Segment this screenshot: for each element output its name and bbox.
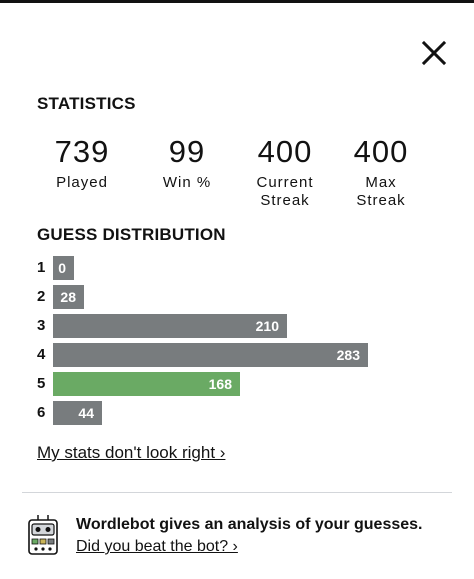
distribution-guess-label: 3 xyxy=(37,317,46,334)
stat-label: Played xyxy=(56,174,108,191)
distribution-row: 2 28 xyxy=(37,285,437,309)
statistics-row: 739 Played 99 Win % 400 Current Streak 4… xyxy=(37,136,437,216)
stat-label: Max Streak xyxy=(356,174,406,209)
distribution-guess-label: 5 xyxy=(37,375,46,392)
distribution-row: 6 44 xyxy=(37,401,437,425)
distribution-guess-label: 4 xyxy=(37,346,46,363)
stats-not-right-link[interactable]: My stats don't look right › xyxy=(37,443,226,462)
distribution-guess-label: 2 xyxy=(37,288,46,305)
stat-max-streak: 400 Max Streak xyxy=(336,136,426,210)
distribution-guess-label: 6 xyxy=(37,404,46,421)
distribution-bar: 28 xyxy=(53,285,84,309)
distribution-row: 1 0 xyxy=(37,256,437,280)
stat-value: 739 xyxy=(54,134,110,169)
stat-played: 739 Played xyxy=(37,136,127,192)
stat-current-streak: 400 Current Streak xyxy=(240,136,330,210)
wordlebot-link[interactable]: Did you beat the bot? › xyxy=(76,538,238,555)
distribution-bar: 168 xyxy=(53,372,240,396)
distribution-bar: 0 xyxy=(53,256,74,280)
distribution-guess-label: 1 xyxy=(37,259,46,276)
distribution-row: 4 283 xyxy=(37,343,437,367)
robot-icon xyxy=(28,515,58,555)
stat-label: Win % xyxy=(162,174,212,191)
stat-value: 99 xyxy=(168,134,206,169)
distribution-row: 3 210 xyxy=(37,314,437,338)
close-button[interactable] xyxy=(417,36,451,70)
distribution-bar: 210 xyxy=(53,314,287,338)
distribution-bar: 283 xyxy=(53,343,368,367)
stat-label: Current Streak xyxy=(256,174,314,209)
guess-distribution-title: GUESS DISTRIBUTION xyxy=(37,225,226,244)
divider xyxy=(22,492,452,493)
distribution-bar: 44 xyxy=(53,401,102,425)
wordlebot-headline: Wordlebot gives an analysis of your gues… xyxy=(76,516,423,533)
stat-value: 400 xyxy=(257,134,313,169)
stat-win-percent: 99 Win % xyxy=(142,136,232,192)
stat-value: 400 xyxy=(353,134,409,169)
statistics-title: STATISTICS xyxy=(37,94,136,113)
close-icon xyxy=(421,40,447,66)
top-border xyxy=(0,0,474,3)
distribution-row: 5 168 xyxy=(37,372,437,396)
